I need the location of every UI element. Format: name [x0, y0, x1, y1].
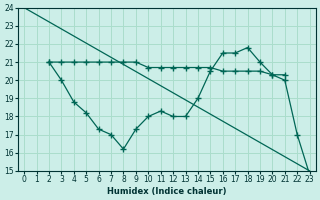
X-axis label: Humidex (Indice chaleur): Humidex (Indice chaleur) — [107, 187, 227, 196]
